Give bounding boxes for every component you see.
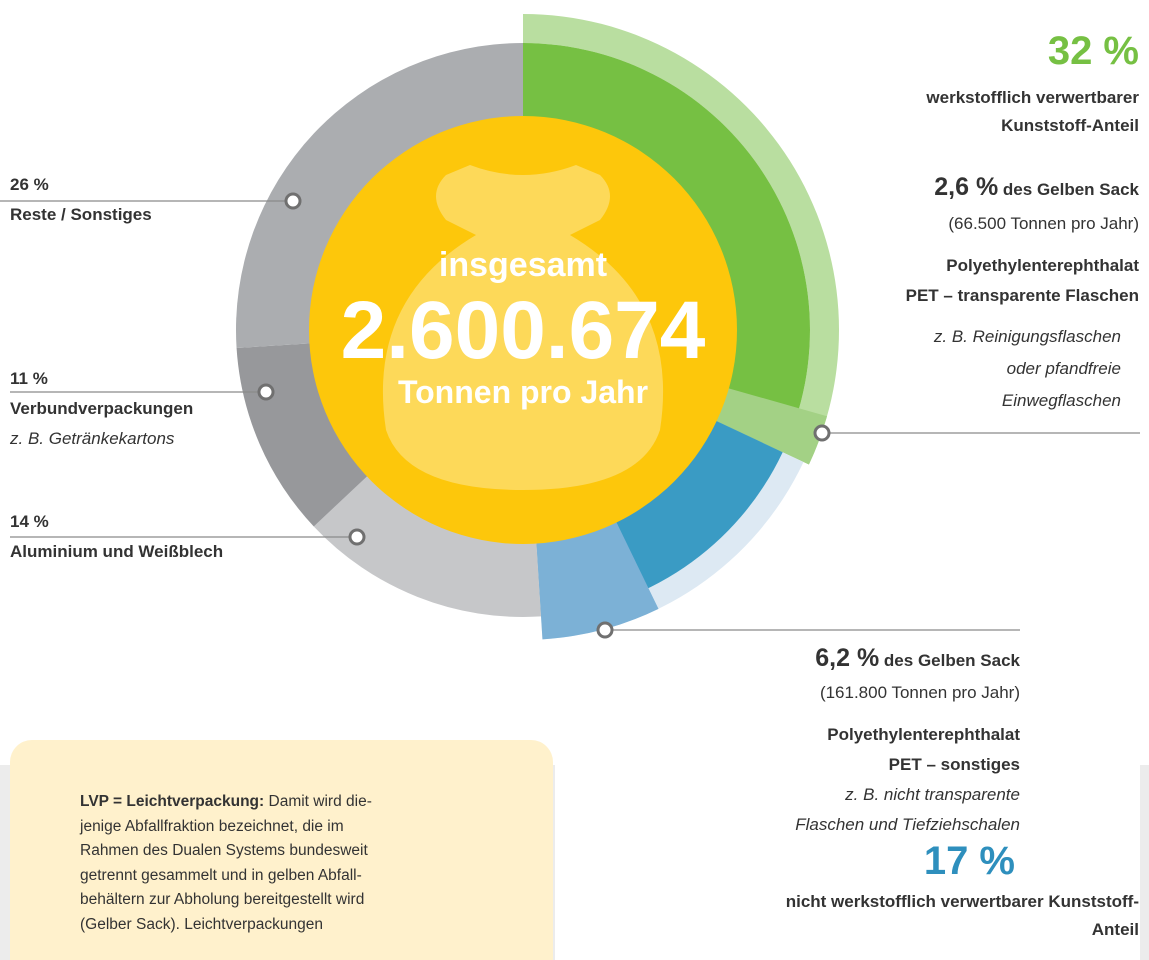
label-alu: 14 % Aluminium und Weißblech [10, 507, 223, 567]
info-line: LVP = Leichtverpackung: Damit wird die- [80, 790, 372, 815]
example-line: z. B. Reinigungsflaschen [933, 327, 1121, 346]
category-note: z. B. Getränkekartons [10, 429, 175, 448]
info-line: (Gelber Sack). Leichtverpackungen [80, 915, 323, 933]
info-line-text: Damit wird die- [268, 793, 372, 810]
detail-suffix: des Gelben Sack [883, 651, 1020, 670]
value-label: 17 % [923, 839, 1015, 883]
label-blue: 17 % nicht werkstofflich verwertbarer Ku… [639, 838, 1139, 944]
info-box: LVP = Leichtverpackung: Damit wird die-j… [10, 740, 553, 960]
detail-kind: PET – sonstiges [888, 755, 1020, 774]
detail-amount: (66.500 Tonnen pro Jahr) [948, 214, 1139, 233]
info-text: LVP = Leichtverpackung: Damit wird die-j… [80, 790, 372, 937]
category-label: nicht werkstofflich verwertbarer Kunstst… [785, 892, 1139, 939]
detail-value: 2,6 % [934, 173, 999, 201]
center-disc [309, 116, 737, 544]
outer-ring [523, 14, 839, 465]
detail-material: Polyethylenterephthalat [946, 256, 1139, 275]
info-line: behältern zur Abholung bereitgestellt wi… [80, 891, 365, 908]
info-line: jenige Abfallfraktion bezeichnet, die im [80, 817, 344, 835]
detail-blue: 6,2 % des Gelben Sack (161.800 Tonnen pr… [620, 643, 1020, 840]
markers [257, 192, 831, 639]
detail-amount: (161.800 Tonnen pro Jahr) [819, 683, 1020, 702]
value-label: 26 % [10, 175, 49, 194]
detail-kind: PET – transparente Flaschen [905, 286, 1139, 305]
center-text: insgesamt 2.600.674 Tonnen pro Jahr [341, 246, 706, 410]
center-unit: Tonnen pro Jahr [398, 374, 648, 410]
detail-material: Polyethylenterephthalat [827, 725, 1020, 744]
sub-segment [714, 387, 828, 465]
label-green: 32 % werkstofflich verwertbarer Kunststo… [739, 28, 1139, 140]
marker [348, 528, 366, 546]
value-label: 11 % [10, 369, 48, 388]
detail-examples: z. B. Reinigungsflaschen oder pfandfreie E… [739, 321, 1121, 417]
label-reste: 26 % Reste / Sonstiges [10, 170, 152, 230]
center-total: 2.600.674 [341, 285, 706, 376]
category-label: Reste / Sonstiges [10, 205, 152, 224]
label-verbund: 11 % Verbundverpackungen z. B. Getränkek… [10, 364, 193, 454]
marker [257, 383, 275, 401]
detail-examples: z. B. nicht transparente Flaschen und Tie… [620, 780, 1020, 840]
detail-suffix: des Gelben Sack [1002, 180, 1139, 199]
value-label: 32 % [1047, 29, 1139, 73]
info-line: Rahmen des Dualen Systems bundesweit [80, 842, 368, 859]
bag-icon [382, 165, 664, 490]
marker [596, 621, 614, 639]
example-line: Flaschen und Tiefziehschalen [795, 815, 1020, 834]
example-line: z. B. nicht transparente [845, 785, 1020, 804]
info-line: getrennt gesammelt und in gelben Abfall- [80, 866, 362, 884]
category-label: Aluminium und Weißblech [10, 542, 224, 561]
bottom-white [555, 765, 1140, 960]
example-line: oder pfandfreie [1006, 359, 1121, 378]
info-term: LVP = Leichtverpackung: [80, 793, 265, 810]
sub-segment [536, 520, 659, 640]
marker [284, 192, 302, 210]
marker [813, 424, 831, 442]
detail-value: 6,2 % [815, 644, 880, 672]
example-line: Einwegflaschen [1001, 391, 1121, 410]
detail-green: 2,6 % des Gelben Sack (66.500 Tonnen pro… [739, 172, 1139, 417]
center-line1: insgesamt [439, 246, 607, 284]
value-label: 14 % [10, 512, 49, 531]
category-label: Verbundverpackungen [10, 399, 194, 418]
leaders [0, 200, 1140, 631]
category-label: werkstofflich verwertbarer Kunststoff-An… [926, 88, 1139, 135]
